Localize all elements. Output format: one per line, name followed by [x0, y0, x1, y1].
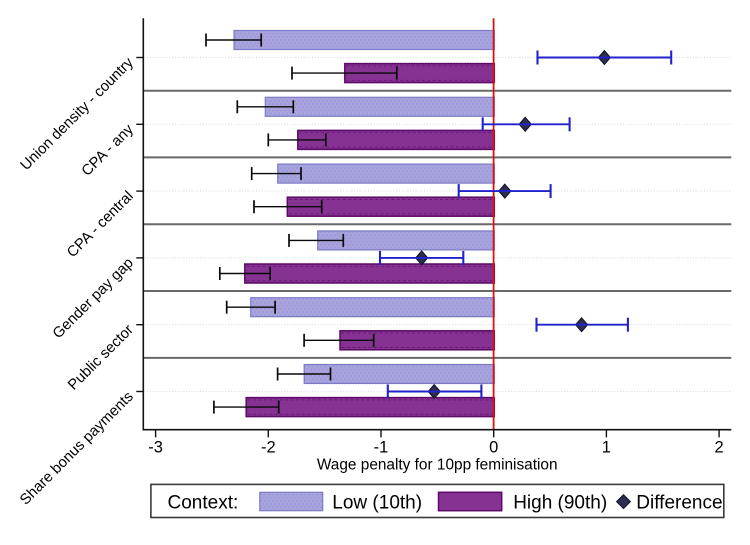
svg-text:Context:: Context:	[168, 493, 239, 514]
svg-text:Low (10th): Low (10th)	[332, 493, 422, 514]
svg-text:-3: -3	[148, 439, 163, 457]
svg-text:Wage penalty for 10pp feminisa: Wage penalty for 10pp feminisation	[317, 457, 558, 474]
svg-text:-1: -1	[374, 439, 389, 457]
svg-text:2: 2	[715, 439, 724, 457]
svg-text:-2: -2	[261, 439, 276, 457]
svg-text:0: 0	[489, 439, 498, 457]
svg-text:High (90th): High (90th)	[513, 493, 607, 514]
svg-text:Difference: Difference	[636, 493, 722, 514]
svg-text:1: 1	[602, 439, 611, 457]
